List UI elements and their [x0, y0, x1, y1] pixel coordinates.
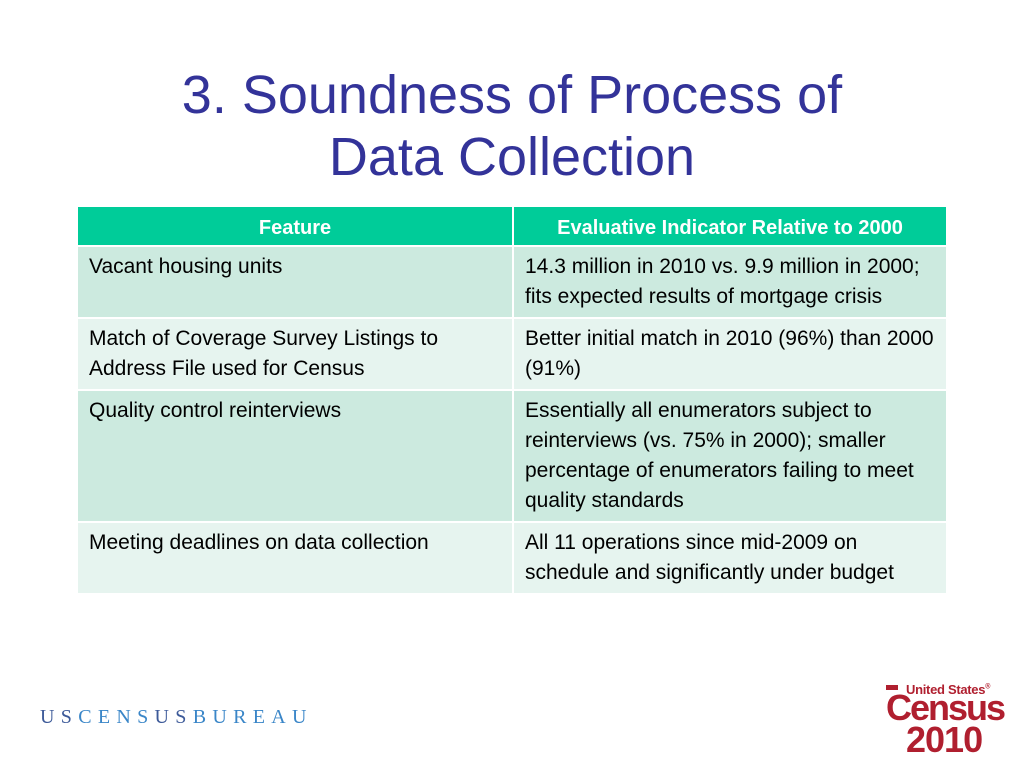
slide-title: 3. Soundness of Process of Data Collecti… [0, 64, 1024, 188]
table-row: Vacant housing units 14.3 million in 201… [76, 245, 948, 319]
census-2010-logo: United States® Census 2010 [886, 682, 1006, 760]
slide-title-line-1: 3. Soundness of Process of [181, 65, 843, 125]
table-cell-indicator: Better initial match in 2010 (96%) than … [512, 317, 948, 391]
header-indicator: Evaluative Indicator Relative to 2000 [512, 205, 948, 247]
header-feature: Feature [76, 205, 514, 247]
evaluation-table: Feature Evaluative Indicator Relative to… [76, 205, 948, 595]
table-cell-indicator: 14.3 million in 2010 vs. 9.9 million in … [512, 245, 948, 319]
table-header-row: Feature Evaluative Indicator Relative to… [76, 205, 948, 247]
table-row: Match of Coverage Survey Listings to Add… [76, 317, 948, 391]
census-bureau-logo: USCENSUSBUREAU [40, 706, 313, 728]
table-cell-feature: Quality control reinterviews [76, 389, 514, 523]
table-row: Meeting deadlines on data collection All… [76, 521, 948, 595]
table-cell-indicator: Essentially all enumerators subject to r… [512, 389, 948, 523]
logo-bar [886, 685, 898, 690]
slide-title-line-2: Data Collection [328, 127, 696, 187]
table-cell-feature: Match of Coverage Survey Listings to Add… [76, 317, 514, 391]
table-cell-feature: Meeting deadlines on data collection [76, 521, 514, 595]
table-row: Quality control reinterviews Essentially… [76, 389, 948, 523]
table-cell-indicator: All 11 operations since mid-2009 on sche… [512, 521, 948, 595]
table-cell-feature: Vacant housing units [76, 245, 514, 319]
